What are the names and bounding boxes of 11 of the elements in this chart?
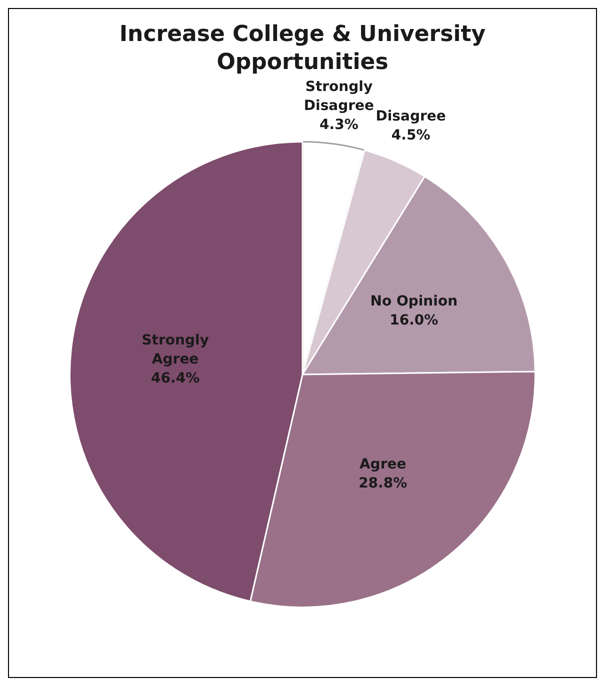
slice-label: Agree xyxy=(359,456,406,472)
data-label: 16.0% xyxy=(390,312,438,329)
data-label: 4.5% xyxy=(391,128,430,144)
slice-label: No Opinion xyxy=(370,294,458,310)
data-label: 28.8% xyxy=(358,475,408,492)
slice-label: Strongly Disagree xyxy=(304,78,374,114)
slice-label: Strongly Agree xyxy=(142,332,209,368)
data-label: 4.3% xyxy=(320,116,358,133)
slice-label: Disagree xyxy=(376,108,446,124)
data-label: 46.4% xyxy=(151,370,200,387)
chart-title: Increase College & University Opportunities xyxy=(118,21,487,77)
